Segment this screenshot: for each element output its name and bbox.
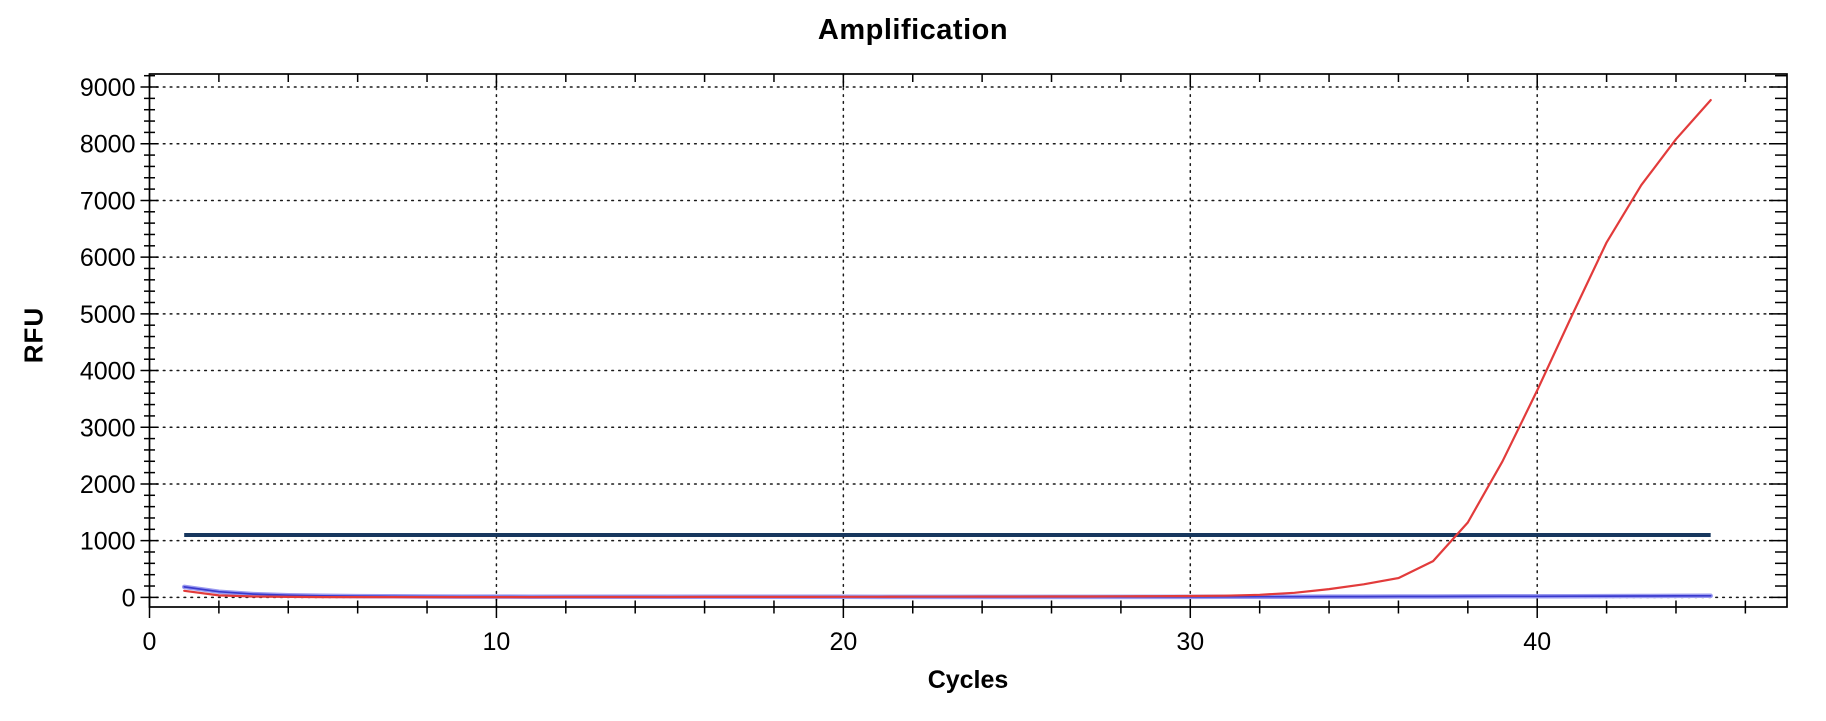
- axis-ticks: [140, 74, 1787, 618]
- x-tick-label: 10: [483, 628, 511, 656]
- y-tick-label: 1000: [80, 528, 136, 556]
- chart-title: Amplification: [817, 14, 1009, 46]
- y-tick-label: 5000: [80, 301, 136, 329]
- y-tick-label: 9000: [80, 74, 136, 102]
- plot-frame: [148, 73, 1788, 608]
- y-tick-label: 0: [122, 584, 136, 612]
- y-tick-label: 6000: [80, 244, 136, 272]
- y-tick-label: 4000: [80, 358, 136, 386]
- y-tick-label: 7000: [80, 187, 136, 215]
- tick-labels: 0 1000 2000 3000 4000 5000 6000 7000 8000 9000 0 10…: [80, 74, 1551, 656]
- x-tick-label: 40: [1523, 628, 1551, 656]
- y-tick-label: 3000: [80, 414, 136, 442]
- y-tick-label: 8000: [80, 131, 136, 159]
- x-tick-label: 30: [1176, 628, 1204, 656]
- sample-trace-red: [183, 98, 1712, 599]
- control-trace-blue-halo: [181, 584, 1713, 600]
- x-axis-label: Cycles: [927, 666, 1009, 694]
- x-tick-label: 0: [143, 628, 157, 656]
- y-tick-label: 2000: [80, 471, 136, 499]
- gridlines: [148, 73, 1788, 608]
- x-tick-label: 20: [829, 628, 857, 656]
